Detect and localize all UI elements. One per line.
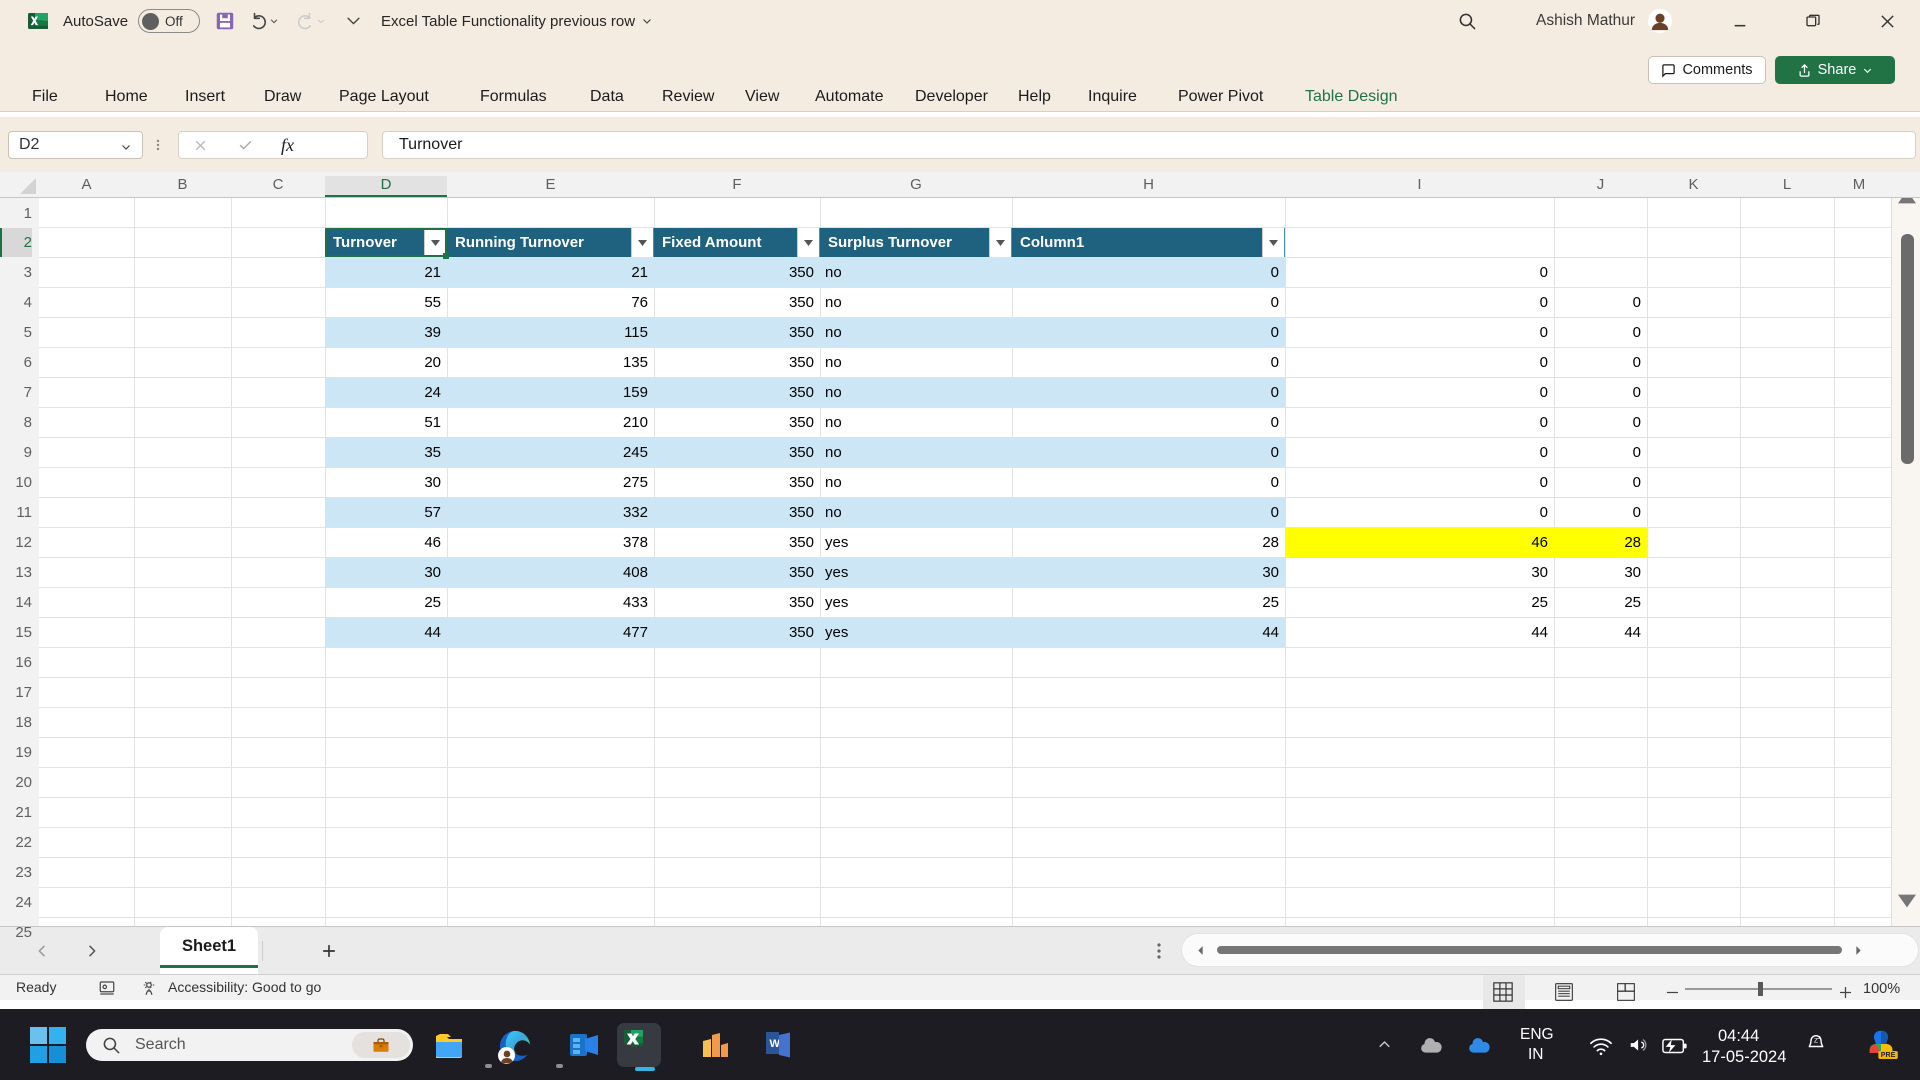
svg-text:PRE: PRE (1881, 1052, 1896, 1059)
svg-text:W: W (770, 1038, 781, 1050)
